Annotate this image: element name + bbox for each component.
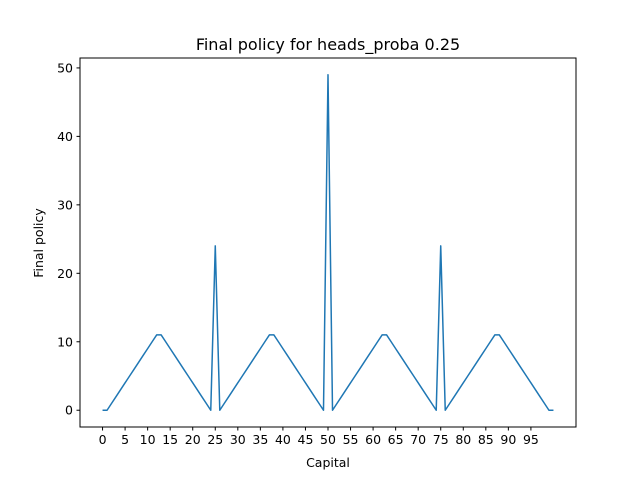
axes-frame <box>79 57 577 428</box>
y-tick-label: 40 <box>57 129 73 144</box>
x-tick-label: 90 <box>500 432 516 447</box>
x-tick-label: 0 <box>99 432 107 447</box>
x-tick-label: 15 <box>162 432 178 447</box>
y-tick-label: 50 <box>57 60 73 75</box>
x-tick-label: 50 <box>320 432 336 447</box>
y-tick-label: 0 <box>65 403 73 418</box>
x-tick-label: 65 <box>388 432 404 447</box>
y-tick-label: 10 <box>57 334 73 349</box>
y-tick-label: 20 <box>57 266 73 281</box>
x-tick-label: 45 <box>298 432 314 447</box>
x-tick-label: 55 <box>343 432 359 447</box>
x-tick-label: 30 <box>230 432 246 447</box>
x-tick-label: 35 <box>252 432 268 447</box>
line-series <box>102 74 554 411</box>
x-axis-label: Capital <box>306 455 350 470</box>
x-tick-label: 80 <box>455 432 471 447</box>
x-tick-label: 10 <box>140 432 156 447</box>
x-tick-label: 5 <box>121 432 129 447</box>
x-tick-label: 60 <box>365 432 381 447</box>
x-tick-label: 70 <box>410 432 426 447</box>
x-tick-label: 85 <box>478 432 494 447</box>
x-tick-label: 95 <box>523 432 539 447</box>
x-tick-label: 25 <box>207 432 223 447</box>
x-tick-label: 75 <box>433 432 449 447</box>
x-tick-label: 40 <box>275 432 291 447</box>
y-axis-label: Final policy <box>31 208 46 278</box>
chart-title: Final policy for heads_proba 0.25 <box>196 35 460 55</box>
y-tick-label: 30 <box>57 197 73 212</box>
x-tick-label: 20 <box>185 432 201 447</box>
